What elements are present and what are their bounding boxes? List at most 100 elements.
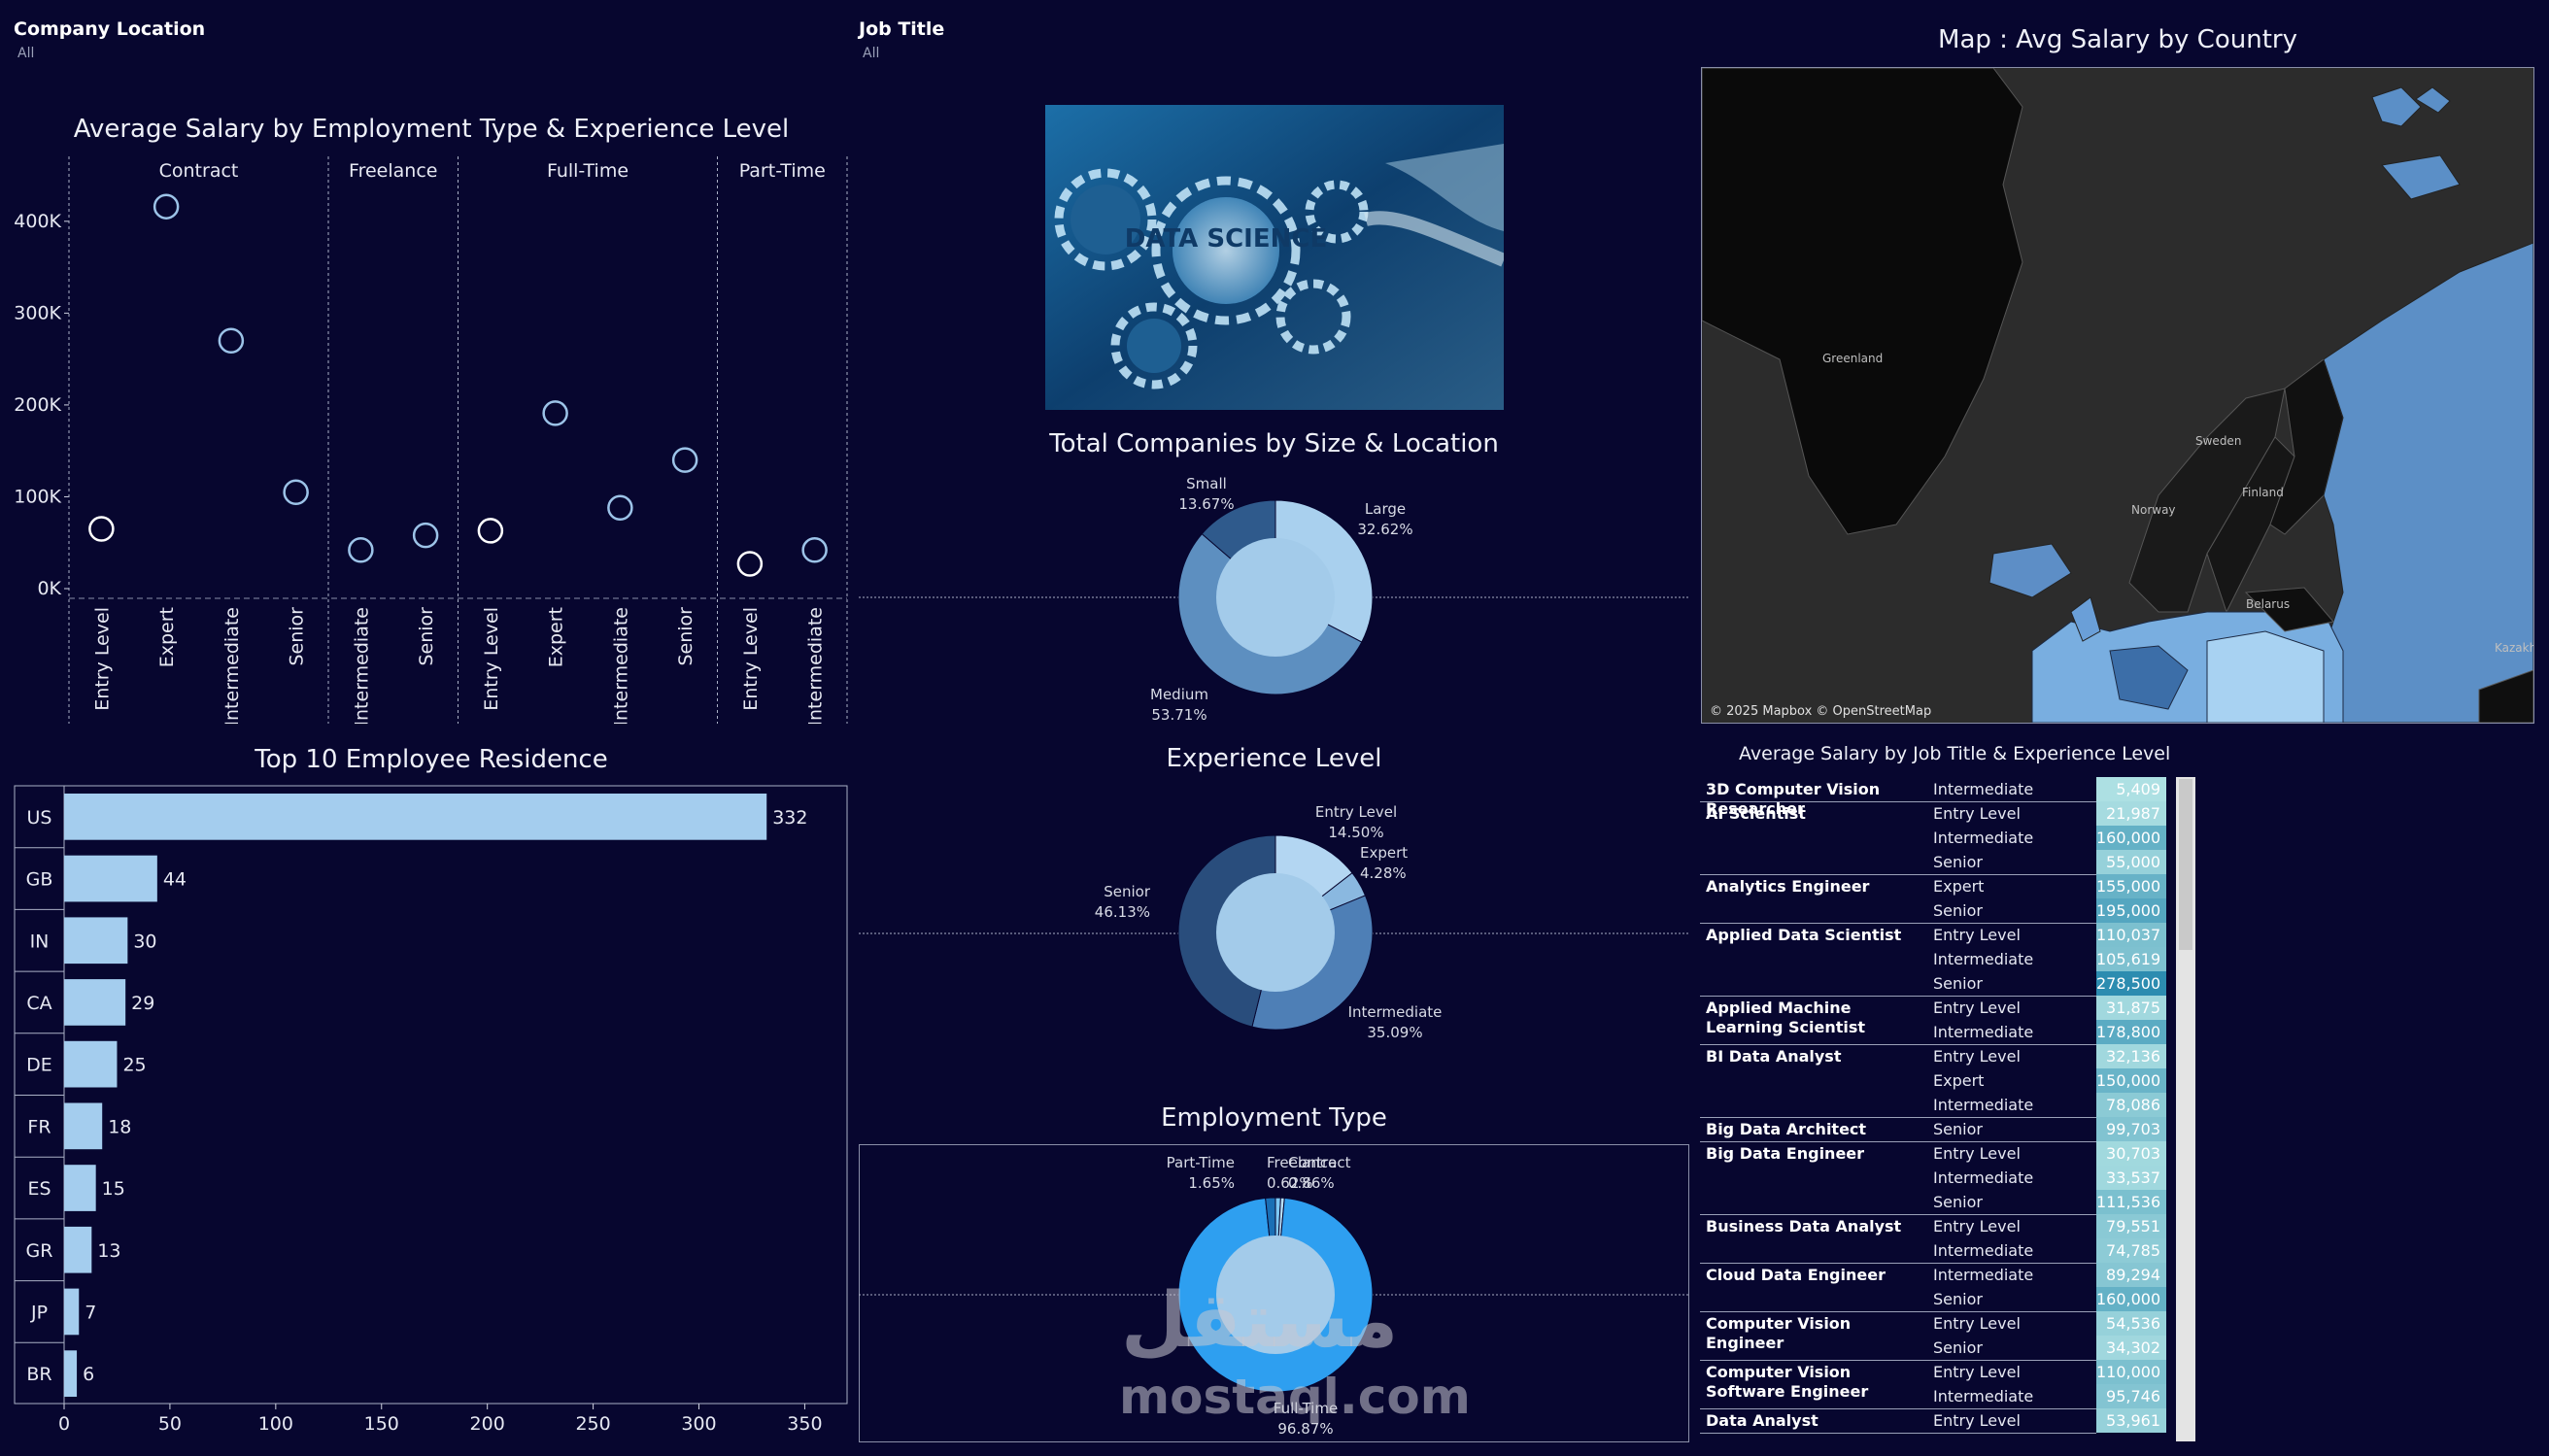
job-title-cell: Big Data Engineer [1706,1144,1865,1163]
avg-salary-cell: 160,000 [2096,1287,2166,1311]
group-divider [1700,1360,2096,1361]
avg-salary-cell: 79,551 [2096,1214,2166,1238]
experience-level-cell: Intermediate [1933,1096,2034,1114]
experience-level-cell: Intermediate [1933,829,2034,847]
category-label: US [27,807,52,829]
avg-salary-cell: 34,302 [2096,1336,2166,1360]
experience-level-cell: Senior [1933,974,1983,993]
experience-level-cell: Intermediate [1933,1241,2034,1260]
table-scrollbar[interactable] [2176,777,2195,1441]
greenland-region[interactable] [1702,68,2023,535]
job-title-cell: Applied Data Scientist [1706,926,1902,944]
avg-salary-cell: 111,536 [2096,1190,2166,1214]
experience-level-cell: Entry Level [1933,1314,2021,1333]
job-title-cell: Computer Vision Engineer [1706,1314,1852,1352]
x-tick-label: Entry Level [91,607,113,711]
avg-salary-cell: 5,409 [2096,777,2166,801]
experience-level-cell: Intermediate [1933,780,2034,798]
group-divider [1700,1044,2096,1045]
experience-level-cell: Expert [1933,877,1985,896]
map-label-kazakh: Kazakh [2495,641,2533,655]
map-canvas[interactable]: Greenland Sweden Finland Norway Belarus … [1702,68,2533,723]
avg-salary-cell: 55,000 [2096,850,2166,874]
group-divider [1700,1141,2096,1142]
donut-hole [1216,873,1335,992]
experience-level-cell: Entry Level [1933,1047,2021,1066]
donut-hole [1216,1236,1335,1354]
job-title-cell: Computer Vision Software Engineer [1706,1363,1869,1401]
category-label: FR [27,1116,51,1137]
job-title-filter-value[interactable]: All [863,46,880,61]
experience-level-cell: Senior [1933,901,1983,920]
slice-label: Senior [1104,883,1151,900]
watermark-latin: mostaql.com [1119,1369,1471,1425]
category-label: GR [26,1240,53,1262]
x-tick-label: Intermediate [610,607,631,724]
avg-salary-cell: 155,000 [2096,874,2166,898]
category-label: GB [26,869,53,891]
avg-salary-cell: 89,294 [2096,1263,2166,1287]
experience-level-cell: Senior [1933,1120,1983,1138]
bar-value-label: 7 [85,1302,96,1323]
x-tick-label: 50 [158,1413,182,1435]
experience-level-cell: Entry Level [1933,926,2021,944]
table-scrollbar-thumb[interactable] [2179,779,2192,950]
employment-donut: Contract 0.86% Freelance 0.62% Full-Time 96.8… [859,1144,1689,1442]
donut-hole [1216,538,1335,657]
slice-pct: 13.67% [1178,495,1234,513]
bar [64,1226,92,1273]
avg-salary-cell: 21,987 [2096,801,2166,826]
avg-salary-cell: 105,619 [2096,947,2166,971]
experience-level-cell: Senior [1933,853,1983,871]
x-tick-label: 250 [575,1413,610,1435]
bar-value-label: 29 [131,993,154,1014]
group-divider [1700,874,2096,875]
slice-label: Part-Time [1167,1154,1235,1171]
job-title-cell: Analytics Engineer [1706,877,1870,896]
panel-header: Contract [159,160,239,182]
job-salary-table[interactable]: 3D Computer Vision Researcher Intermediat… [1700,777,2172,1441]
avg-salary-cell: 160,000 [2096,826,2166,850]
x-tick-label: 300 [681,1413,716,1435]
experience-level-cell: Intermediate [1933,950,2034,968]
scatter-point [348,537,374,563]
experience-level-cell: Intermediate [1933,1387,2034,1405]
x-tick-label: 350 [787,1413,822,1435]
avg-salary-cell: 78,086 [2096,1093,2166,1117]
slice-label: Entry Level [1315,803,1397,821]
x-tick-label: Expert [546,607,567,667]
panel-header: Full-Time [547,160,629,182]
x-tick-label: Senior [675,607,697,666]
slice-pct: 35.09% [1367,1024,1422,1041]
job-table-title: Average Salary by Job Title & Experience… [1739,743,2171,764]
group-divider [1700,1263,2096,1264]
experience-level-cell: Entry Level [1933,1144,2021,1163]
experience-level-cell: Entry Level [1933,1411,2021,1430]
bar-value-label: 30 [133,931,156,952]
bar [64,855,157,902]
group-divider [1700,1214,2096,1215]
belarus-region[interactable] [2244,587,2334,632]
company-location-filter-value[interactable]: All [17,46,35,61]
job-title-cell: Applied Machine Learning Scientist [1706,999,1866,1036]
bar [64,794,767,840]
salary-scatter-chart: 0K 100K 200K 300K 400K Contract Entry Level Exp… [14,156,848,724]
job-title-cell: Business Data Analyst [1706,1217,1902,1236]
category-label: ES [27,1178,51,1200]
slice-pct: 1.65% [1188,1174,1235,1192]
map-label-finland: Finland [2242,486,2284,499]
y-tick-label: 100K [14,486,61,507]
map-label-sweden: Sweden [2195,434,2241,448]
slice-label: Contract [1288,1154,1351,1171]
experience-level-cell: Intermediate [1933,1023,2034,1041]
iceland-region[interactable] [1988,543,2072,598]
group-divider [1700,1408,2096,1409]
experience-level-cell: Entry Level [1933,1363,2021,1381]
y-tick-label: 200K [14,394,61,416]
bar [64,1165,96,1211]
bar [64,979,126,1026]
scatter-point [736,551,764,577]
avg-salary-cell: 54,536 [2096,1311,2166,1336]
y-tick-label: 300K [14,302,61,323]
salary-map[interactable]: Greenland Sweden Finland Norway Belarus … [1701,67,2534,724]
